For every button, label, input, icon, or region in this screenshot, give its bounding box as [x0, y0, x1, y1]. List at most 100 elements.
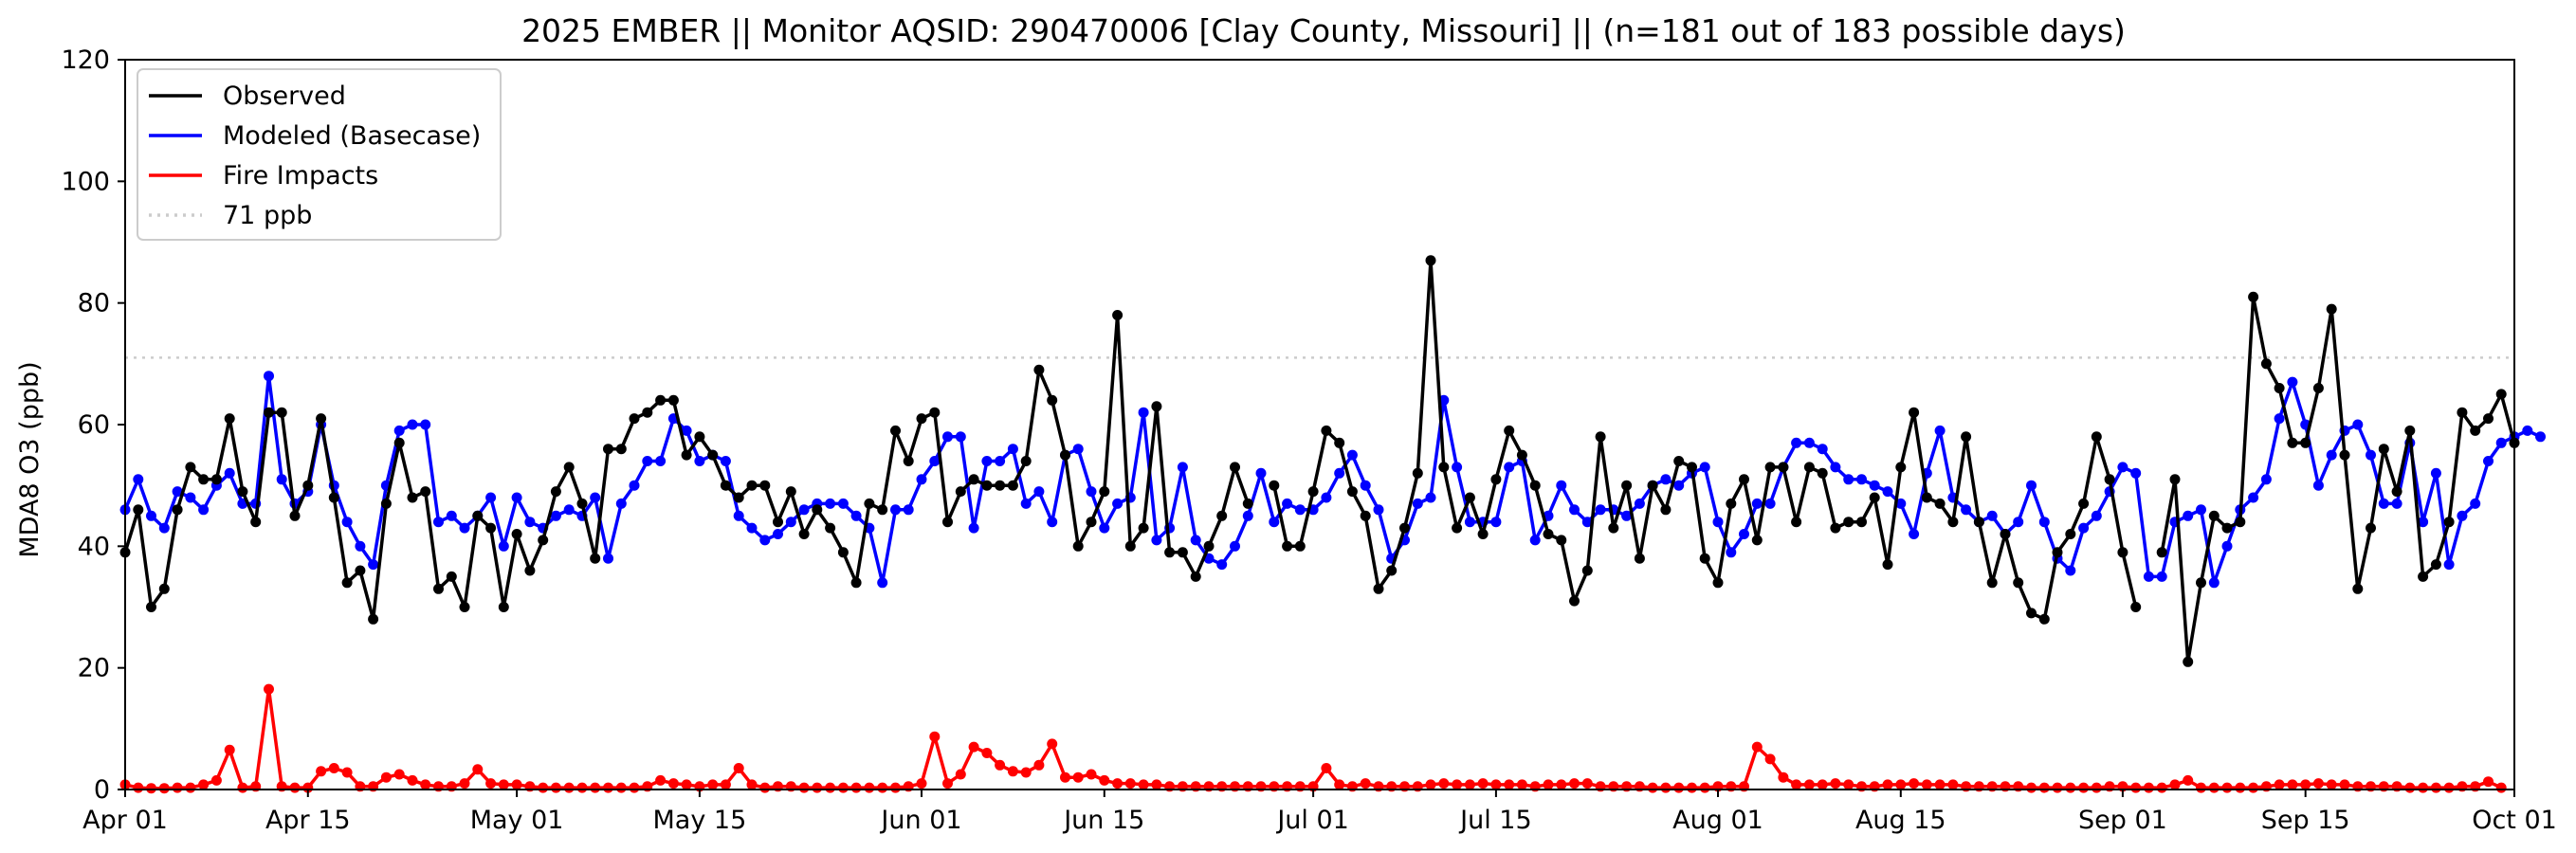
data-point [133, 782, 144, 793]
data-point [655, 774, 667, 786]
data-point [1660, 474, 1672, 485]
data-point [2235, 517, 2246, 528]
data-point [210, 474, 222, 485]
data-point [2130, 467, 2142, 479]
data-point [785, 486, 796, 498]
y-tick-label: 100 [61, 167, 110, 196]
data-point [2260, 358, 2272, 370]
data-point [158, 783, 170, 794]
data-point [1452, 462, 1463, 473]
data-point [485, 778, 497, 789]
data-point [2183, 774, 2194, 786]
x-tick-label: Jul 01 [1275, 806, 1349, 835]
data-point [2038, 782, 2050, 793]
data-point [2522, 425, 2533, 436]
data-point [1516, 779, 1527, 790]
data-point [812, 782, 823, 793]
data-point [2312, 383, 2324, 393]
data-point [1764, 462, 1776, 473]
data-point [2339, 779, 2350, 790]
data-point [1047, 517, 1058, 528]
data-point [355, 565, 366, 576]
data-point [1334, 779, 1345, 790]
data-point [2091, 431, 2102, 443]
data-point [1921, 492, 1932, 503]
data-point [1803, 779, 1815, 790]
data-point [407, 492, 418, 503]
legend-label: Observed [223, 82, 346, 111]
data-point [733, 763, 744, 773]
data-point [1699, 782, 1710, 793]
data-point [903, 504, 914, 516]
data-point [1242, 498, 1253, 509]
data-point [916, 474, 927, 485]
data-point [1934, 498, 1946, 509]
data-point [1138, 522, 1149, 534]
data-point [1033, 486, 1045, 498]
data-point [2143, 571, 2154, 582]
data-point [2117, 462, 2128, 473]
data-point [393, 437, 405, 448]
data-point [2013, 517, 2024, 528]
data-point [981, 748, 993, 758]
data-point [1060, 449, 1070, 461]
data-point [2013, 577, 2024, 589]
data-point [563, 504, 575, 516]
data-point [1086, 769, 1097, 780]
data-point [2457, 510, 2468, 521]
data-point [837, 498, 849, 509]
data-point [1072, 771, 1084, 783]
x-tick-label: Jun 15 [1062, 806, 1144, 835]
data-point [2274, 413, 2285, 425]
data-point [1909, 778, 1920, 789]
data-point [146, 783, 156, 794]
data-point [576, 782, 588, 793]
data-point [2300, 779, 2311, 790]
data-point [538, 782, 549, 793]
data-point [1438, 778, 1450, 789]
data-point [185, 462, 196, 473]
data-point [2443, 517, 2455, 528]
data-point [264, 683, 274, 695]
data-point [825, 782, 836, 793]
data-point [172, 782, 183, 793]
data-point [198, 779, 210, 790]
data-point [1687, 462, 1697, 473]
data-point [825, 498, 836, 509]
data-point [2091, 782, 2102, 793]
data-point [746, 480, 758, 491]
data-point [707, 779, 719, 790]
data-point [420, 419, 431, 430]
data-point [1203, 540, 1215, 552]
data-point [603, 444, 613, 455]
data-point [995, 456, 1006, 466]
y-axis-label: MDA8 O3 (ppb) [15, 361, 45, 557]
data-point [733, 492, 744, 503]
legend-label: 71 ppb [223, 201, 312, 230]
data-point [1452, 779, 1463, 790]
data-point [420, 779, 431, 790]
data-point [1269, 517, 1280, 528]
data-point [2052, 782, 2063, 793]
data-point [916, 413, 927, 425]
data-point [1269, 480, 1280, 491]
data-point [1138, 779, 1149, 790]
data-point [328, 763, 339, 773]
data-point [2287, 779, 2298, 790]
data-point [2495, 437, 2507, 448]
data-point [1412, 467, 1423, 479]
data-point [1673, 456, 1685, 466]
data-point [1007, 444, 1018, 455]
x-tick-label: Aug 01 [1672, 806, 1763, 835]
data-point [773, 517, 783, 528]
data-point [877, 782, 888, 793]
data-point [2404, 425, 2416, 436]
data-point [576, 498, 588, 509]
data-point [720, 779, 731, 790]
y-tick-label: 40 [78, 532, 110, 561]
data-point [393, 769, 405, 780]
data-point [1895, 779, 1907, 790]
data-point [759, 480, 771, 491]
